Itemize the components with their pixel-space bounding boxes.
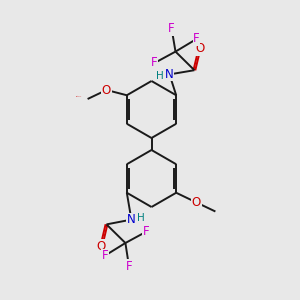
- Text: F: F: [143, 225, 150, 238]
- Text: F: F: [168, 22, 175, 35]
- Text: F: F: [193, 32, 200, 46]
- Text: O: O: [102, 83, 111, 97]
- Text: H: H: [156, 71, 164, 81]
- Text: O: O: [97, 239, 106, 253]
- Text: F: F: [126, 260, 132, 273]
- Text: F: F: [151, 56, 158, 70]
- Text: N: N: [127, 213, 136, 226]
- Text: methoxy: methoxy: [76, 95, 82, 97]
- Text: H: H: [137, 213, 145, 223]
- Text: F: F: [102, 249, 108, 262]
- Text: O: O: [195, 42, 204, 55]
- Text: N: N: [165, 68, 174, 81]
- Text: O: O: [192, 196, 201, 209]
